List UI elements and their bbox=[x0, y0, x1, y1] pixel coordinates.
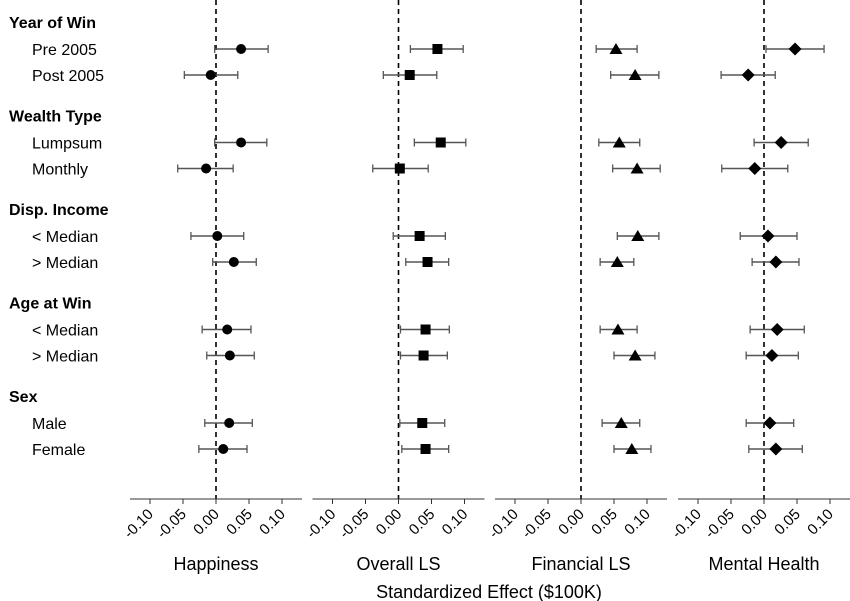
point-estimate-circle bbox=[205, 70, 216, 80]
point-estimate-circle bbox=[218, 444, 229, 454]
point-estimate-triangle bbox=[628, 69, 642, 80]
point-estimate-square bbox=[394, 163, 405, 174]
row-label: Pre 2005 bbox=[32, 42, 97, 59]
x-axis-label: Standardized Effect ($100K) bbox=[376, 582, 602, 601]
point-estimate-square bbox=[420, 444, 431, 454]
point-estimate-circle bbox=[236, 137, 247, 148]
row-label: > Median bbox=[32, 255, 98, 272]
point-estimate-square bbox=[414, 231, 425, 241]
group-label: Year of Win bbox=[9, 15, 96, 32]
point-estimate-square bbox=[420, 324, 431, 335]
x-tick-label: 0.00 bbox=[738, 506, 771, 539]
point-estimate-square bbox=[432, 44, 443, 54]
x-tick-label: 0.05 bbox=[588, 506, 621, 539]
x-tick-label: -0.10 bbox=[486, 506, 522, 542]
x-tick-label: 0.05 bbox=[771, 506, 804, 539]
x-tick-label: -0.10 bbox=[303, 506, 339, 542]
point-estimate-square bbox=[435, 137, 446, 148]
point-estimate-triangle bbox=[625, 443, 639, 454]
row-label: Female bbox=[32, 442, 85, 459]
point-estimate-triangle bbox=[610, 256, 624, 267]
point-estimate-triangle bbox=[609, 43, 623, 54]
point-estimate-triangle bbox=[611, 323, 625, 335]
panel-happiness: -0.10-0.05 0.00 0.05 0.10 Happiness bbox=[121, 0, 302, 574]
x-tick-label: 0.05 bbox=[223, 506, 256, 539]
group-label: Age at Win bbox=[9, 296, 92, 313]
point-estimate-triangle bbox=[630, 162, 644, 174]
point-estimate-diamond bbox=[774, 136, 788, 149]
point-estimate-square bbox=[422, 257, 433, 267]
x-tick-label: 0.00 bbox=[373, 506, 406, 539]
x-tick-label: 0.10 bbox=[621, 506, 654, 539]
point-estimate-square bbox=[418, 350, 429, 361]
x-tick-label: 0.10 bbox=[256, 506, 289, 539]
row-label: Post 2005 bbox=[32, 68, 104, 85]
point-estimate-diamond bbox=[765, 349, 779, 362]
point-estimate-square bbox=[404, 70, 415, 80]
point-estimate-diamond bbox=[770, 323, 784, 336]
x-tick-label: -0.05 bbox=[519, 506, 555, 542]
point-estimate-square bbox=[417, 418, 428, 428]
row-label: > Median bbox=[32, 349, 98, 366]
point-estimate-diamond bbox=[748, 162, 762, 175]
point-estimate-diamond bbox=[763, 416, 777, 430]
x-tick-label: 0.05 bbox=[406, 506, 439, 539]
x-tick-label: -0.10 bbox=[669, 506, 705, 542]
row-label: Male bbox=[32, 416, 67, 433]
panel-financial-ls: -0.10-0.05 0.00 0.05 0.10 Financial LS bbox=[486, 0, 667, 574]
panel-title: Overall LS bbox=[356, 554, 440, 574]
group-label: Sex bbox=[9, 389, 38, 406]
x-tick-label: 0.00 bbox=[190, 506, 223, 539]
panel-title: Financial LS bbox=[531, 554, 630, 574]
row-label: Lumpsum bbox=[32, 136, 102, 153]
point-estimate-triangle bbox=[612, 136, 626, 148]
point-estimate-circle bbox=[236, 44, 247, 54]
point-estimate-circle bbox=[222, 324, 233, 335]
point-estimate-diamond bbox=[769, 255, 783, 269]
point-estimate-triangle bbox=[614, 417, 628, 428]
x-tick-label: -0.05 bbox=[336, 506, 372, 542]
point-estimate-circle bbox=[224, 350, 235, 361]
panel-overall-ls: -0.10-0.05 0.00 0.05 0.10 Overall LS bbox=[303, 0, 485, 574]
row-labels: Year of Win Pre 2005 Post 2005 Wealth Type L… bbox=[9, 15, 109, 459]
row-label: < Median bbox=[32, 229, 98, 246]
panels: -0.10-0.05 0.00 0.05 0.10Happiness-0.10-0.0… bbox=[121, 0, 850, 574]
point-estimate-circle bbox=[201, 163, 212, 174]
panel-title: Mental Health bbox=[708, 554, 819, 574]
x-tick-label: 0.10 bbox=[439, 506, 472, 539]
row-label: Monthly bbox=[32, 162, 88, 179]
point-estimate-circle bbox=[228, 257, 239, 267]
point-estimate-diamond bbox=[761, 229, 775, 243]
point-estimate-circle bbox=[212, 231, 223, 241]
point-estimate-diamond bbox=[769, 442, 783, 456]
point-estimate-circle bbox=[224, 418, 235, 428]
group-label: Disp. Income bbox=[9, 202, 109, 219]
point-estimate-triangle bbox=[628, 349, 642, 361]
x-tick-label: -0.05 bbox=[702, 506, 738, 542]
point-estimate-diamond bbox=[788, 42, 802, 56]
panel-mental-health: -0.10-0.05 0.00 0.05 0.10 Mental Health bbox=[669, 0, 850, 574]
point-estimate-diamond bbox=[741, 68, 755, 82]
x-tick-label: -0.05 bbox=[154, 506, 190, 542]
x-tick-label: 0.10 bbox=[804, 506, 837, 539]
x-tick-label: -0.10 bbox=[121, 506, 157, 542]
panel-title: Happiness bbox=[173, 554, 258, 574]
point-estimate-triangle bbox=[631, 230, 645, 241]
row-label: < Median bbox=[32, 323, 98, 340]
group-label: Wealth Type bbox=[9, 109, 102, 126]
x-tick-label: 0.00 bbox=[555, 506, 588, 539]
